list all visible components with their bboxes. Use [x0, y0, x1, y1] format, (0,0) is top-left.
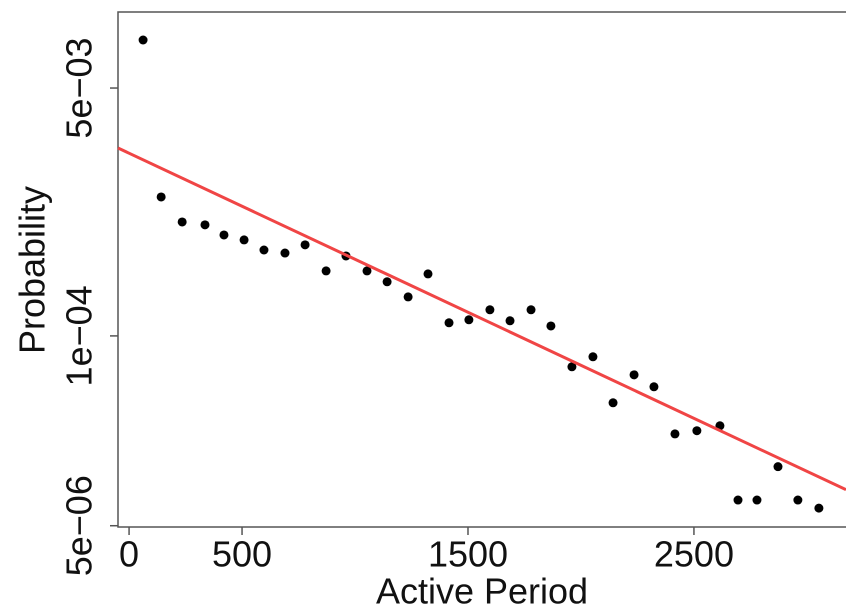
point [733, 495, 743, 505]
x-axis-label: Active Period [376, 571, 588, 612]
y-axis-label: Probability [12, 186, 53, 354]
y-tick-label: 5e−03 [59, 37, 100, 138]
y-tick-label: 1e−04 [59, 285, 100, 386]
point [629, 370, 639, 380]
point [692, 426, 702, 436]
point [505, 316, 515, 326]
point [219, 230, 229, 240]
point [362, 266, 372, 276]
point [485, 305, 495, 315]
point [752, 495, 762, 505]
point [793, 495, 803, 505]
point [138, 35, 148, 45]
point [280, 248, 290, 258]
point [239, 235, 249, 245]
x-tick-label: 500 [212, 534, 272, 575]
point [567, 362, 577, 372]
y-tick-label: 5e−06 [59, 475, 100, 576]
point [403, 292, 413, 302]
point [546, 321, 556, 331]
point [588, 352, 598, 362]
point [321, 266, 331, 276]
point [382, 277, 392, 287]
point [526, 305, 536, 315]
plot-frame [117, 11, 846, 528]
point [300, 240, 310, 250]
point [670, 429, 680, 439]
point [444, 318, 454, 328]
point [773, 462, 783, 472]
x-tick-label: 2500 [654, 534, 734, 575]
point [814, 503, 824, 513]
fit-line [117, 146, 846, 492]
point [177, 217, 187, 227]
point [259, 245, 269, 255]
point [156, 192, 166, 202]
point [608, 398, 618, 408]
x-tick-label: 1500 [428, 534, 508, 575]
point [423, 269, 433, 279]
point [200, 220, 210, 230]
point [464, 315, 474, 325]
x-tick-label: 0 [119, 534, 139, 575]
point [649, 382, 659, 392]
